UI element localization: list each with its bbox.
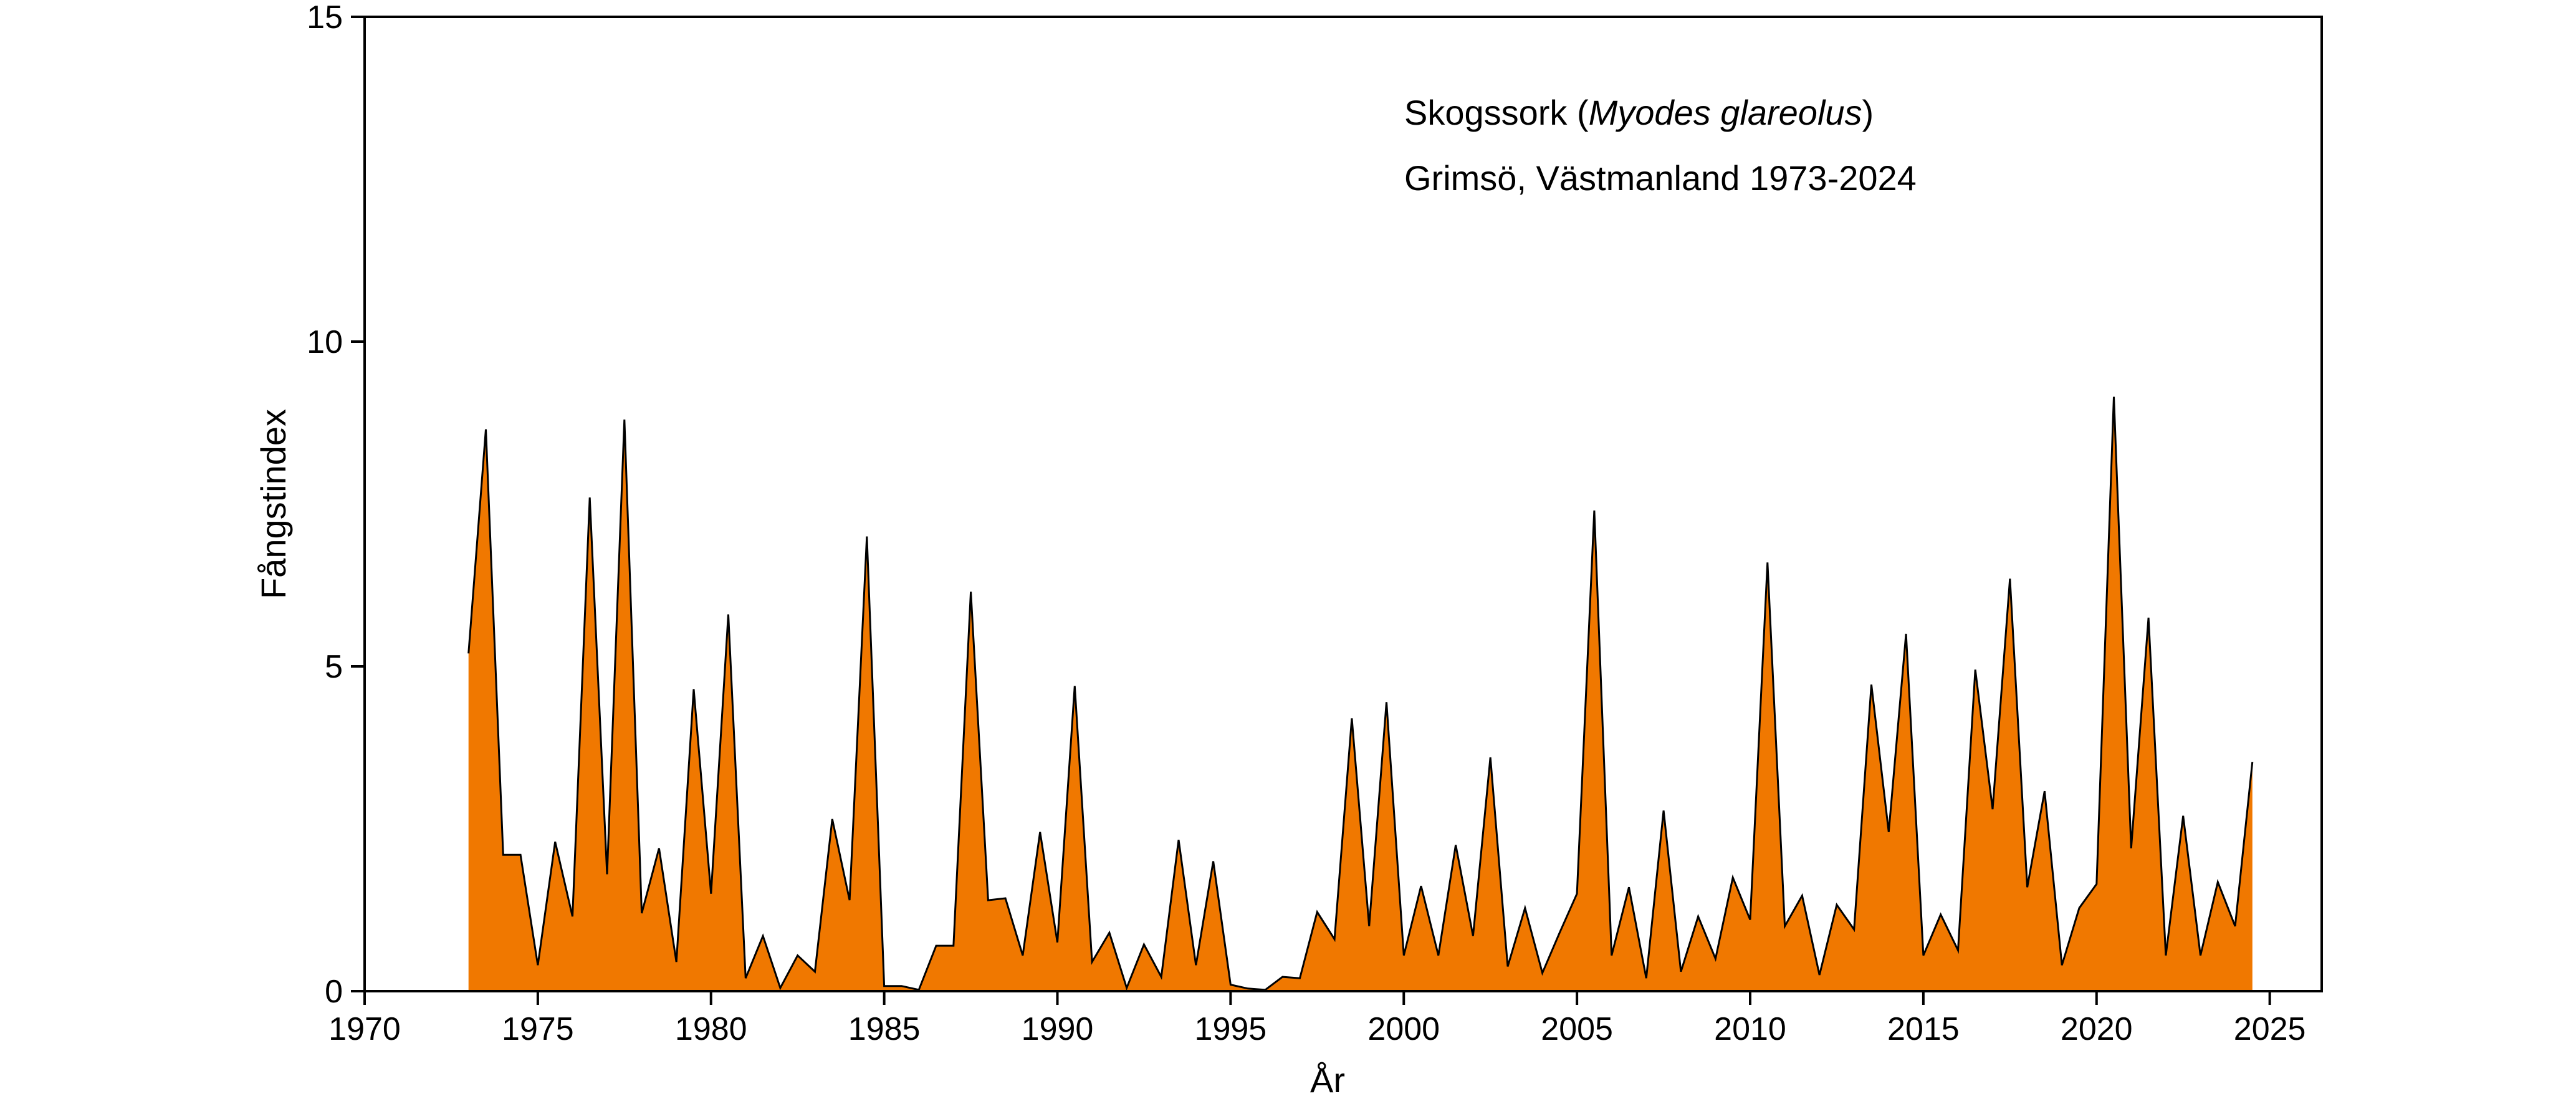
x-axis: 1970 1975 1980 1985 1990 1995 2000 2005 2010 2015… (328, 991, 2305, 1047)
x-tick-label: 2000 (1367, 1011, 1440, 1047)
location-annotation: Grimsö, Västmanland 1973-2024 (1404, 158, 1917, 198)
x-tick-label: 2005 (1541, 1011, 1613, 1047)
series-area (468, 396, 2253, 991)
y-axis: 0 5 10 15 (307, 0, 365, 1010)
x-tick-label: 2025 (2234, 1011, 2306, 1047)
series-line (467, 396, 2254, 991)
y-tick-label: 15 (307, 0, 343, 36)
y-tick-label: 5 (325, 649, 343, 685)
y-tick-label: 10 (307, 324, 343, 360)
x-tick-label: 1990 (1022, 1011, 1094, 1047)
plot-area (363, 16, 2323, 992)
x-axis-label: År (1310, 1060, 1345, 1100)
species-latin: Myodes glareolus (1589, 93, 1862, 132)
species-annotation: Skogssork (Myodes glareolus) (1404, 93, 1874, 132)
x-tick-label: 1985 (848, 1011, 921, 1047)
species-suffix: ) (1862, 93, 1874, 132)
x-tick-label: 2020 (2061, 1011, 2133, 1047)
x-tick-label: 1975 (502, 1011, 574, 1047)
x-tick-label: 2010 (1714, 1011, 1786, 1047)
x-tick-label: 1980 (675, 1011, 747, 1047)
species-prefix: Skogssork ( (1404, 93, 1589, 132)
x-tick-label: 1970 (328, 1011, 401, 1047)
y-axis-label: Fångstindex (254, 409, 293, 599)
plot-frame (363, 16, 2323, 992)
x-tick-label: 1995 (1195, 1011, 1267, 1047)
x-tick-label: 2015 (1887, 1011, 1960, 1047)
y-tick-label: 0 (325, 974, 343, 1010)
